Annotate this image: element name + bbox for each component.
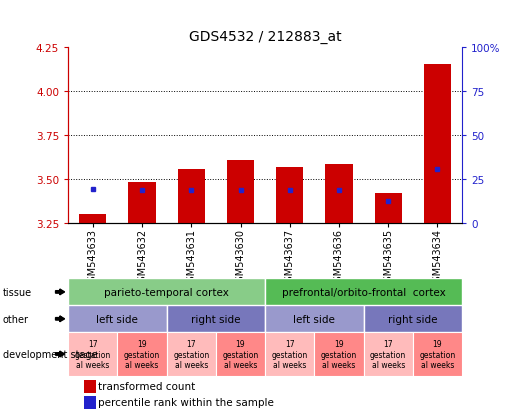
Text: other: other: [3, 314, 28, 324]
Bar: [68, 306, 167, 332]
Bar: [68, 279, 265, 306]
Text: left side: left side: [293, 314, 335, 324]
Bar: [178, 169, 205, 223]
Bar: [84, 380, 96, 393]
Bar: [364, 306, 462, 332]
Bar: [68, 332, 118, 376]
Text: 19
gestation
al weeks: 19 gestation al weeks: [124, 339, 160, 369]
Bar: [265, 306, 364, 332]
Bar: [364, 332, 413, 376]
Text: prefrontal/orbito-frontal  cortex: prefrontal/orbito-frontal cortex: [282, 287, 445, 297]
Bar: [167, 306, 265, 332]
Bar: [375, 193, 402, 223]
Bar: [167, 332, 216, 376]
Text: right side: right side: [191, 314, 241, 324]
Text: 17
gestation
al weeks: 17 gestation al weeks: [370, 339, 407, 369]
Text: parieto-temporal cortex: parieto-temporal cortex: [104, 287, 229, 297]
Bar: [325, 164, 352, 223]
Bar: [128, 183, 156, 223]
Bar: [276, 168, 304, 223]
Text: percentile rank within the sample: percentile rank within the sample: [98, 397, 274, 407]
Title: GDS4532 / 212883_at: GDS4532 / 212883_at: [189, 30, 341, 44]
Text: development stage: development stage: [3, 349, 97, 359]
Bar: [84, 396, 96, 408]
Text: right side: right side: [388, 314, 438, 324]
Text: left side: left side: [96, 314, 138, 324]
Bar: [79, 214, 107, 223]
Bar: [118, 332, 167, 376]
Bar: [265, 332, 314, 376]
Text: transformed count: transformed count: [98, 382, 195, 392]
Bar: [265, 279, 462, 306]
Bar: [424, 65, 451, 223]
Text: 19
gestation
al weeks: 19 gestation al weeks: [419, 339, 456, 369]
Text: tissue: tissue: [3, 287, 32, 297]
Text: 19
gestation
al weeks: 19 gestation al weeks: [321, 339, 357, 369]
Text: 19
gestation
al weeks: 19 gestation al weeks: [222, 339, 259, 369]
Bar: [216, 332, 265, 376]
Text: 17
gestation
al weeks: 17 gestation al weeks: [272, 339, 308, 369]
Text: 17
gestation
al weeks: 17 gestation al weeks: [75, 339, 111, 369]
Bar: [227, 161, 254, 223]
Bar: [413, 332, 462, 376]
Text: 17
gestation
al weeks: 17 gestation al weeks: [173, 339, 210, 369]
Bar: [315, 332, 364, 376]
